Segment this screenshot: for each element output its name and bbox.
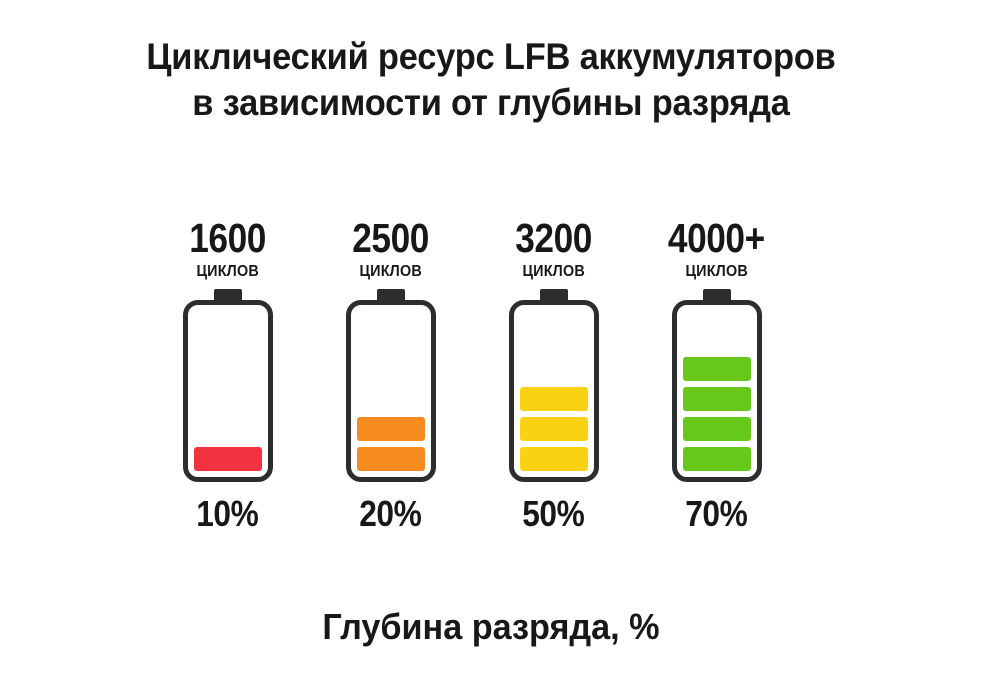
battery-body-outline <box>671 300 762 482</box>
battery-terminal-cap <box>702 289 731 302</box>
cycles-unit-label: ЦИКЛОВ <box>196 263 259 280</box>
battery-fill-bar <box>519 447 588 471</box>
battery-fill-bars <box>193 447 262 471</box>
cycles-count-label: 2500 <box>352 215 429 261</box>
axis-caption: Глубина разряда, % <box>322 606 660 647</box>
cycles-count-label: 1600 <box>189 215 266 261</box>
battery-body-outline <box>508 300 599 482</box>
battery-fill-bar <box>519 387 588 411</box>
battery-fill-bar <box>682 417 751 441</box>
depth-of-discharge-label: 20% <box>359 493 422 534</box>
cycles-count-label: 4000+ <box>668 215 765 261</box>
battery-fill-bars <box>519 387 588 471</box>
battery-half-icon <box>500 289 608 483</box>
battery-item-70-percent: 4000+ ЦИКЛОВ 70% <box>635 218 798 533</box>
battery-full-icon <box>663 289 771 483</box>
battery-terminal-cap <box>376 289 405 302</box>
battery-item-20-percent: 2500 ЦИКЛОВ 20% <box>309 218 472 533</box>
battery-terminal-cap <box>213 289 242 302</box>
depth-of-discharge-label: 70% <box>685 493 748 534</box>
battery-comparison-row: 1600 ЦИКЛОВ 10% 2500 ЦИКЛОВ 20% <box>146 218 836 533</box>
cycles-count-label: 3200 <box>515 215 592 261</box>
battery-item-50-percent: 3200 ЦИКЛОВ 50% <box>472 218 635 533</box>
page-title: Циклический ресурс LFB аккумуляторов в з… <box>0 34 982 126</box>
title-line-1: Циклический ресурс LFB аккумуляторов <box>146 36 836 77</box>
cycles-unit-label: ЦИКЛОВ <box>685 263 748 280</box>
depth-of-discharge-label: 10% <box>196 493 259 534</box>
battery-body-outline <box>345 300 436 482</box>
depth-of-discharge-label: 50% <box>522 493 585 534</box>
cycles-unit-label: ЦИКЛОВ <box>522 263 585 280</box>
battery-fill-bar <box>193 447 262 471</box>
battery-terminal-cap <box>539 289 568 302</box>
battery-quarter-icon <box>337 289 445 483</box>
battery-fill-bar <box>519 417 588 441</box>
battery-fill-bars <box>682 357 751 471</box>
battery-fill-bar <box>682 447 751 471</box>
battery-fill-bar <box>356 417 425 441</box>
battery-body-outline <box>182 300 273 482</box>
title-line-2: в зависимости от глубины разряда <box>192 82 790 123</box>
battery-fill-bar <box>682 357 751 381</box>
battery-fill-bars <box>356 417 425 471</box>
battery-item-10-percent: 1600 ЦИКЛОВ 10% <box>146 218 309 533</box>
battery-fill-bar <box>356 447 425 471</box>
battery-low-icon <box>174 289 282 483</box>
cycles-unit-label: ЦИКЛОВ <box>359 263 422 280</box>
battery-fill-bar <box>682 387 751 411</box>
